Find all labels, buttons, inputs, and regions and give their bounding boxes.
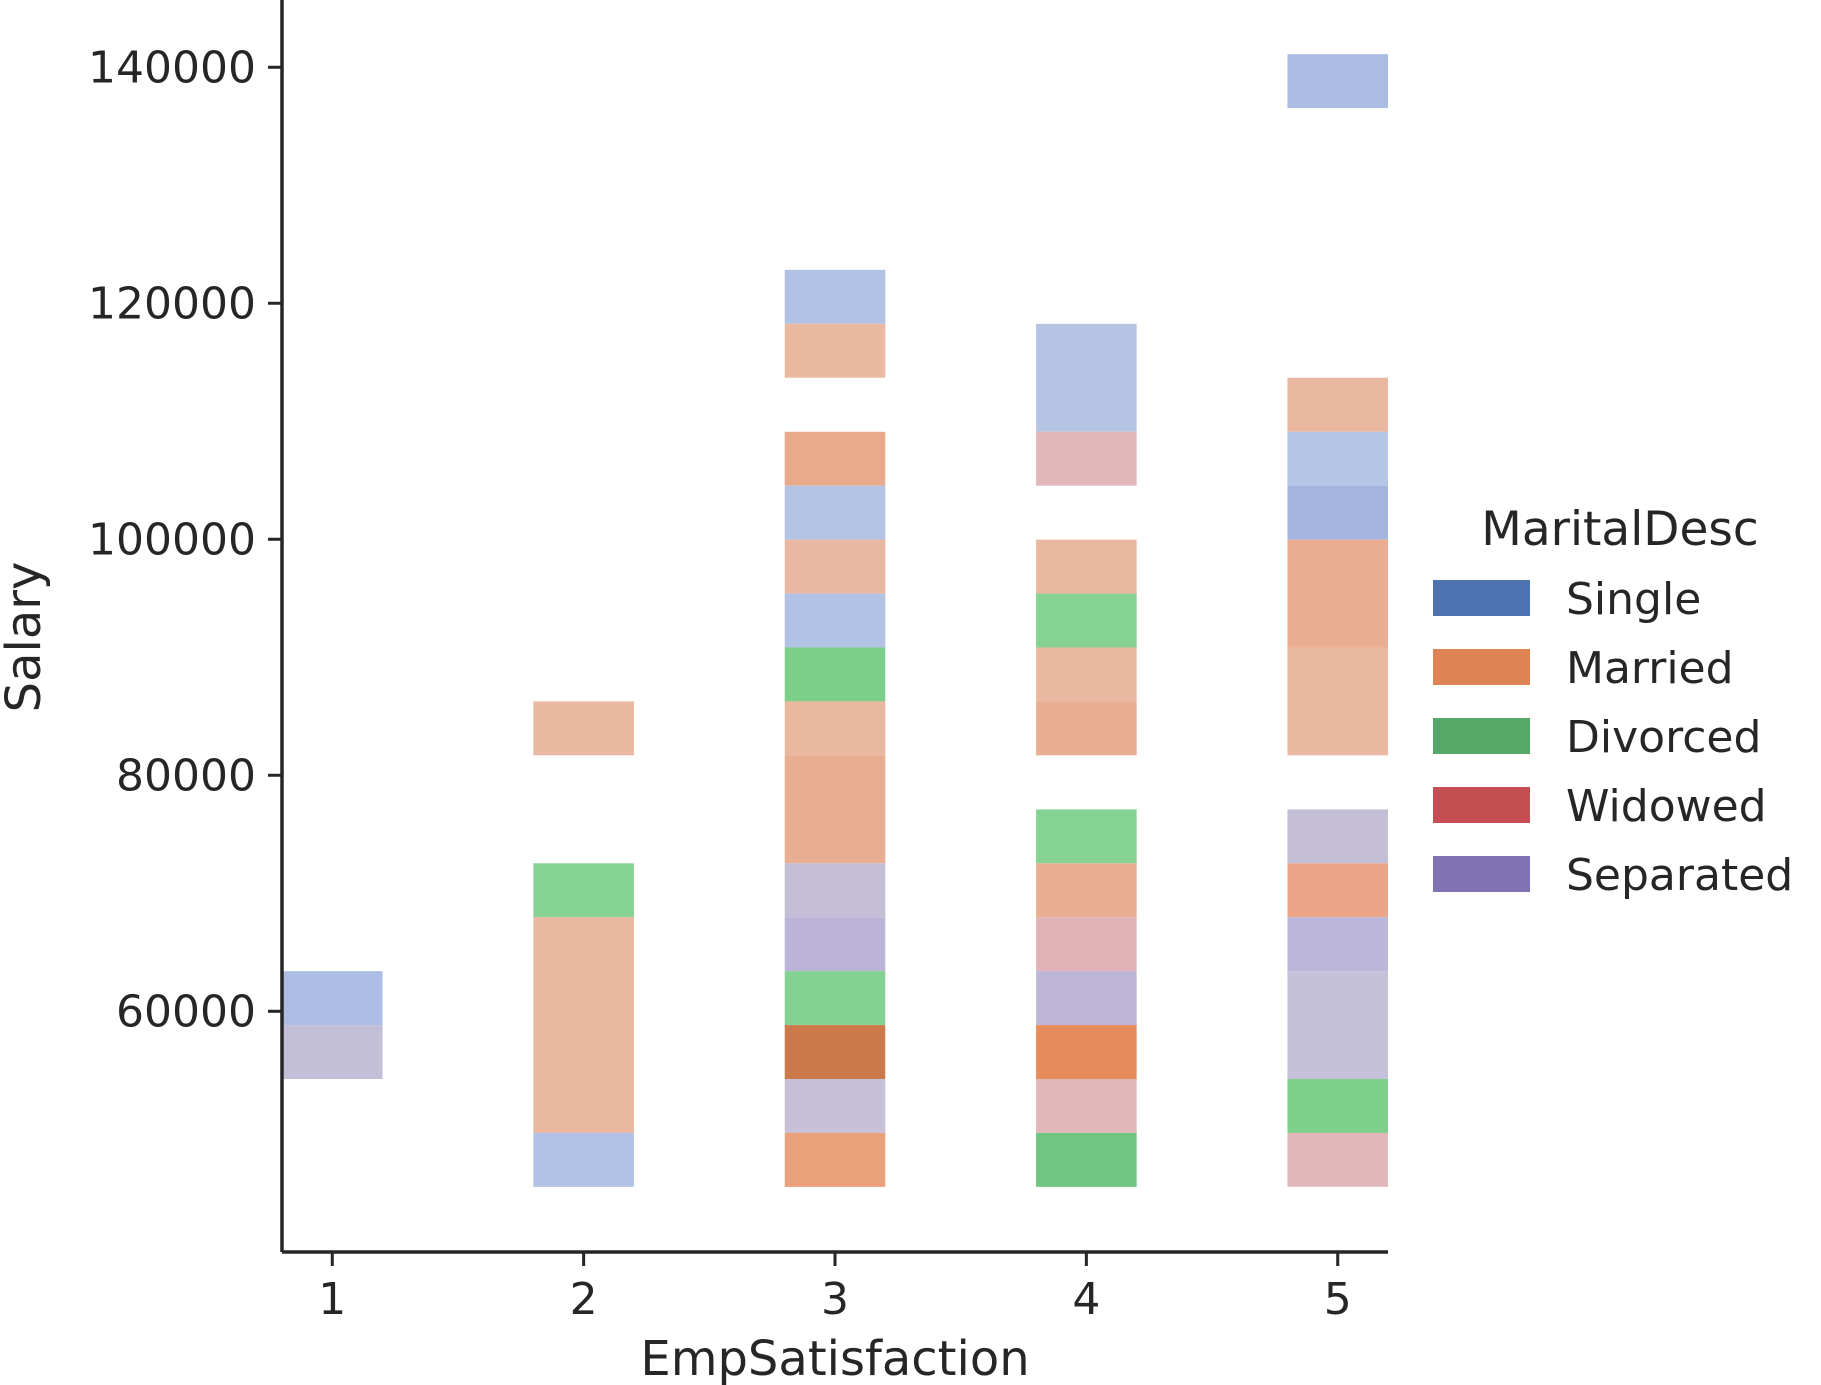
heatmap-cell [1287,647,1388,756]
heatmap-cell [1287,917,1388,972]
heatmap-cell [282,971,383,1026]
heatmap-cell [1287,863,1388,918]
legend-label: Divorced [1566,712,1761,763]
y-tick-label: 80000 [116,750,256,801]
heatmap-cell [784,647,886,702]
x-tick-label: 2 [570,1274,598,1325]
heatmap-cell [1036,1132,1137,1187]
heatmap-cell [784,1132,886,1187]
legend-label: Single [1566,574,1701,625]
heatmap-cell [784,485,886,540]
heatmap-cell [533,917,634,1133]
y-tick-label: 60000 [116,986,256,1037]
heatmap-cell [784,539,886,594]
legend-label: Married [1566,643,1734,694]
heatmap-cell [1287,1132,1388,1187]
heatmap-cell [1287,539,1388,648]
x-tick-label: 1 [318,1274,346,1325]
heatmap-cell [784,863,886,918]
heatmap-cell [1036,701,1137,756]
heatmap-cell [1287,809,1388,864]
heatmap-cell [1036,917,1137,972]
legend-swatch [1433,649,1530,685]
heatmap-cell [533,863,634,918]
heatmap-cell [1036,809,1137,864]
heatmap-cell [784,1025,886,1080]
heatmap-cell [784,431,886,486]
y-axis-title: Salary [0,562,52,713]
legend-label: Widowed [1566,781,1767,832]
heatmap-cell [1287,54,1388,109]
heatmap-cell [784,917,886,972]
heatmap-cell [533,701,634,756]
heatmap-cell [784,971,886,1026]
legend-title: MaritalDesc [1481,502,1758,557]
heatmap-cell [784,323,886,378]
heatmap-cell [1036,1025,1137,1080]
heatmap-cell [1036,647,1137,702]
heatmap-cell [1287,485,1388,540]
heatmap-cell [1036,863,1137,918]
y-ticks: 60000 80000 100000 120000 140000 [88,42,282,1037]
heatmap-cell [1287,971,1388,1080]
heatmap-cell [1287,377,1388,432]
heatmap-cell [1036,323,1137,432]
x-tick-label: 4 [1072,1274,1100,1325]
legend-swatch [1433,856,1530,892]
heatmap-cell [533,1132,634,1187]
heatmap-cells [282,54,1388,1187]
heatmap-cell [784,1079,886,1133]
heatmap-cell [1287,431,1388,486]
heatmap-cell [1036,431,1137,486]
legend-swatch [1433,787,1530,823]
x-tick-label: 5 [1324,1274,1352,1325]
x-ticks: 1 2 3 4 5 [318,1252,1352,1325]
legend: MaritalDesc Single Married Divorced Widowed… [1433,502,1793,901]
heatmap-cell [784,593,886,648]
legend-swatch [1433,580,1530,616]
heatmap-cell [1036,971,1137,1026]
legend-swatch [1433,718,1530,754]
heatmap-cell [1036,593,1137,648]
x-axis-title: EmpSatisfaction [640,1331,1029,1385]
heatmap-cell [1036,539,1137,594]
heatmap-cell [1036,1079,1137,1133]
y-tick-label: 140000 [88,42,256,93]
heatmap-cell [784,701,886,756]
heatmap-cell [784,269,886,324]
legend-label: Separated [1566,850,1793,901]
heatmap-cell [1287,1079,1388,1133]
x-tick-label: 3 [821,1274,849,1325]
y-tick-label: 120000 [88,278,256,329]
y-tick-label: 100000 [88,514,256,565]
heatmap-cell [784,755,886,864]
heatmap-cell [282,1025,383,1080]
